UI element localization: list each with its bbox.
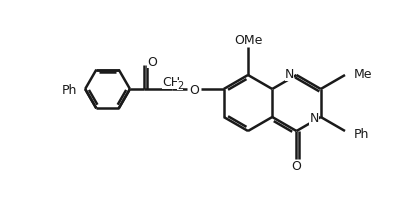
Text: OMe: OMe bbox=[234, 34, 262, 47]
Text: Me: Me bbox=[354, 67, 372, 80]
Text: Ph: Ph bbox=[354, 128, 369, 141]
Text: Ph: Ph bbox=[62, 83, 77, 96]
Text: 2: 2 bbox=[177, 81, 183, 91]
Text: O: O bbox=[189, 83, 199, 96]
Text: N: N bbox=[309, 112, 319, 125]
Text: O: O bbox=[291, 160, 301, 173]
Text: O: O bbox=[147, 55, 157, 68]
Text: CH: CH bbox=[162, 76, 180, 89]
Text: N: N bbox=[285, 68, 295, 81]
